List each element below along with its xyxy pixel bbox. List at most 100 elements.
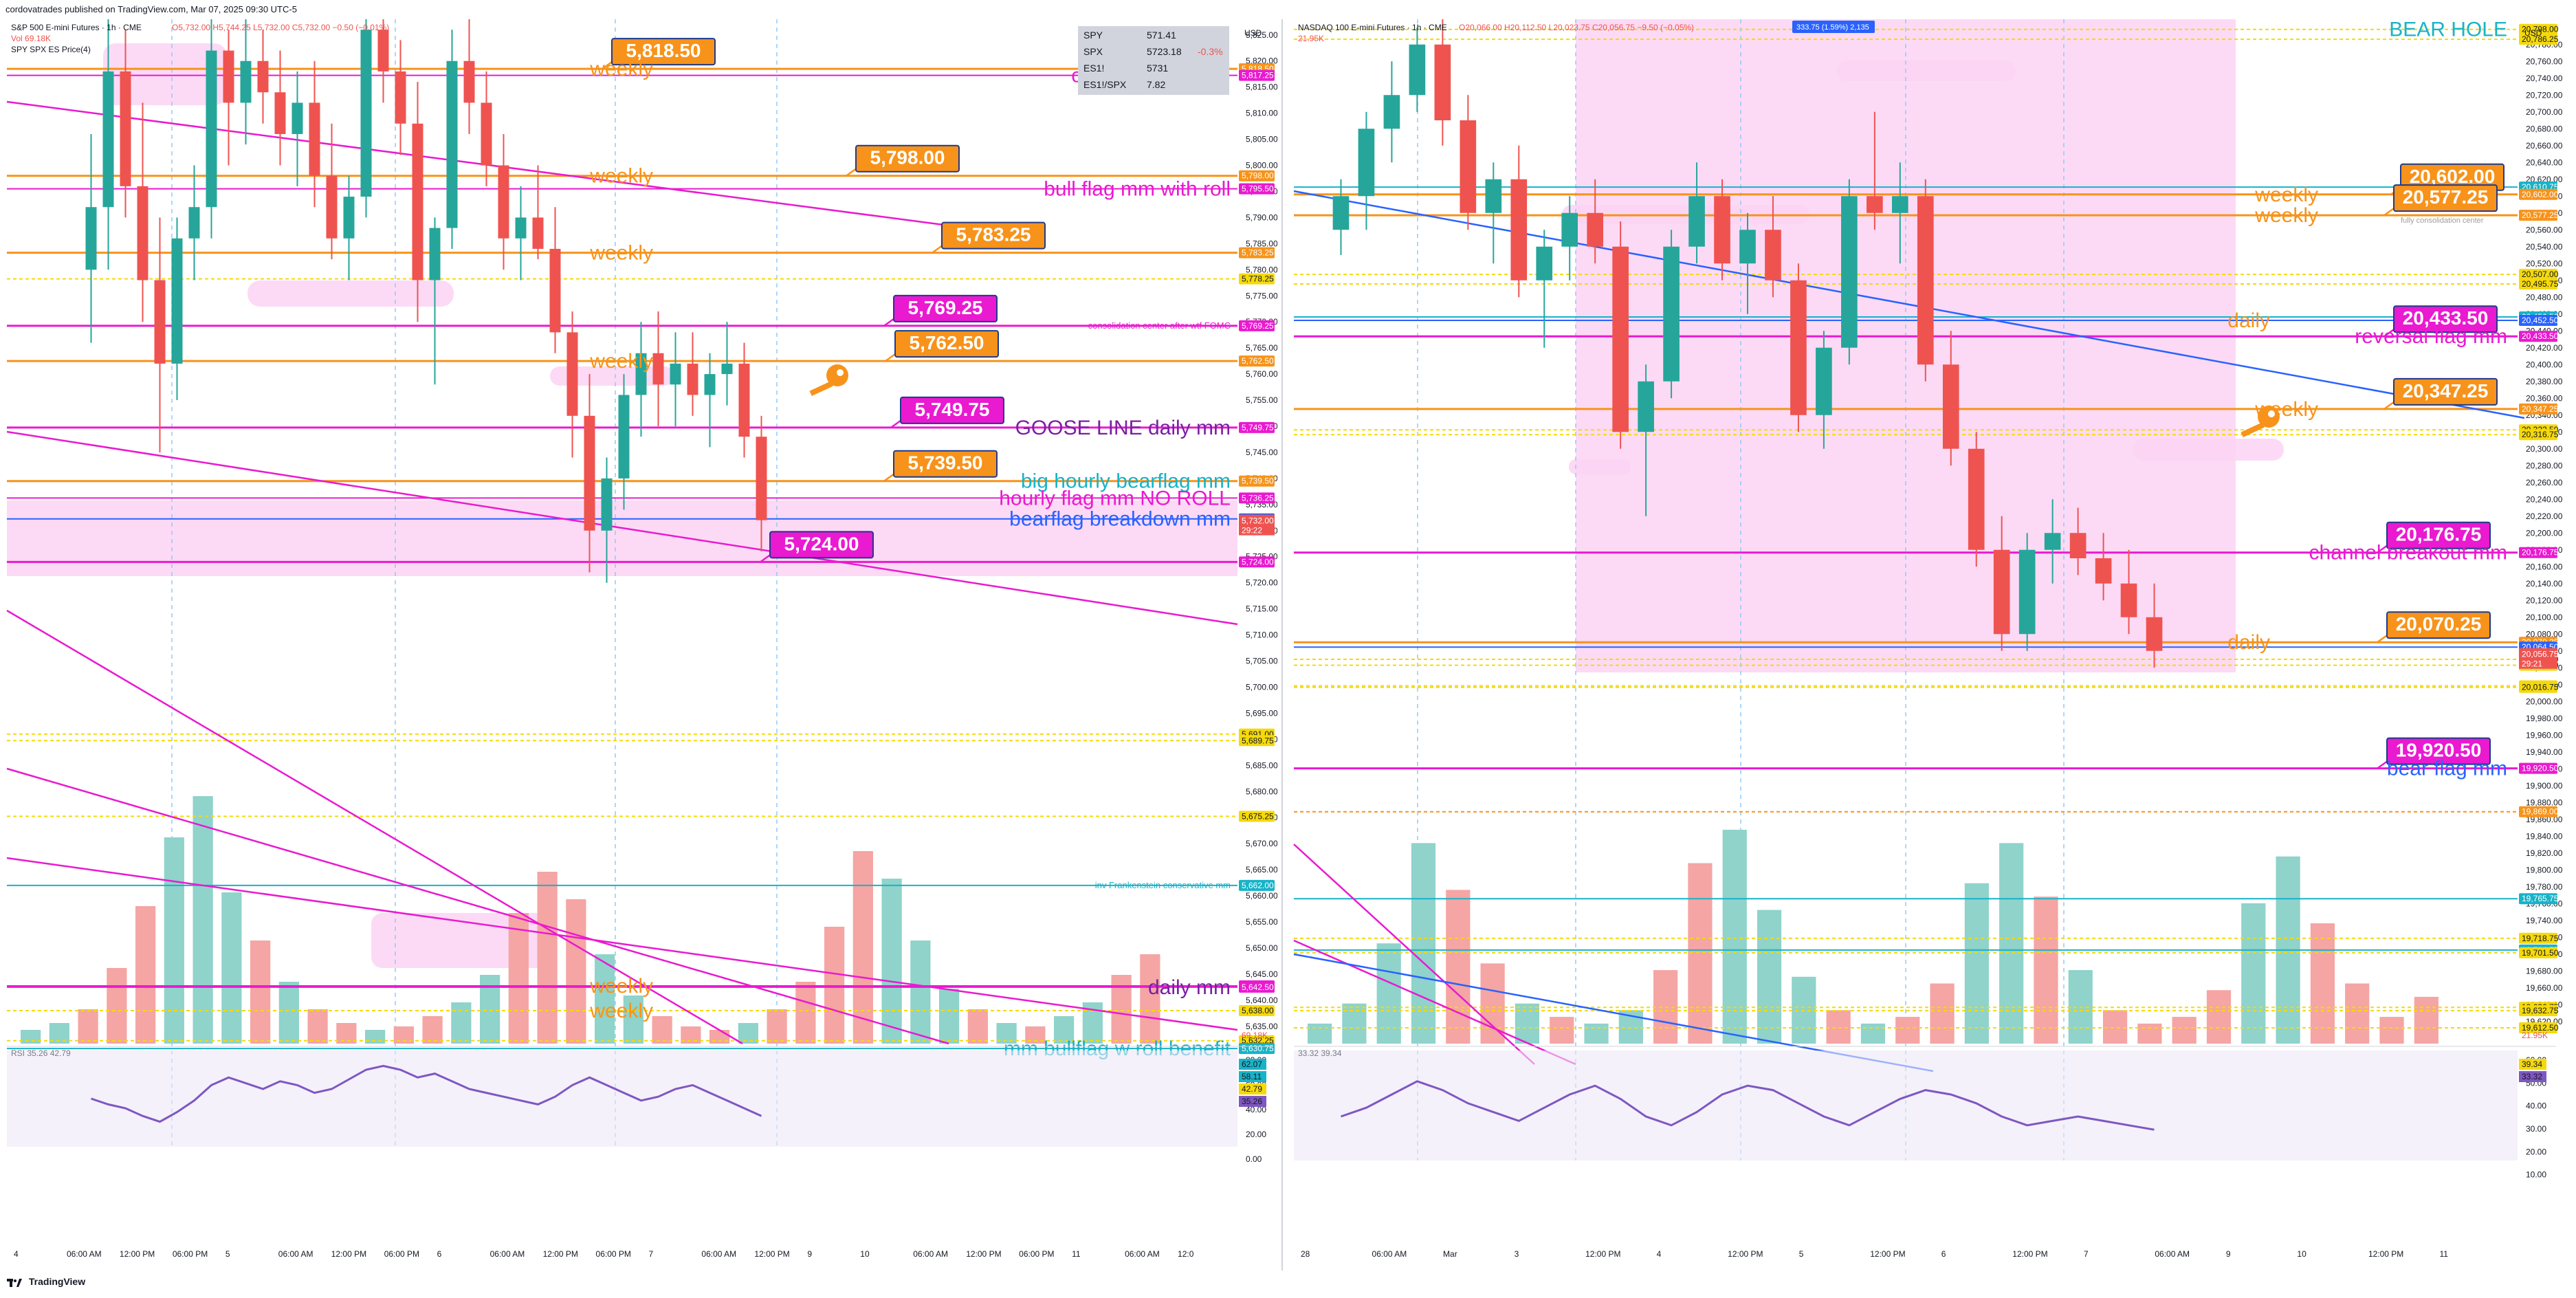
x-tick-label: 4 — [14, 1249, 19, 1259]
x-tick-label: 12:00 PM — [966, 1249, 1001, 1259]
nasdaq-chart-panel[interactable]: 20,780.0020,760.0020,740.0020,720.0020,7… — [1287, 19, 2576, 1270]
axis-price-tag — [1239, 273, 1275, 285]
y-tick-label: 20,200.00 — [2526, 528, 2563, 538]
candle-body — [2095, 558, 2112, 584]
candle-body — [463, 60, 475, 103]
current-price-label: 20,056.75 — [2522, 650, 2559, 659]
volume-bar — [1446, 890, 1471, 1044]
y-tick-label: 20,240.00 — [2526, 494, 2563, 504]
axis-price-tag-label: 20,786.25 — [2522, 34, 2559, 44]
rsi-tick-label: 20.00 — [1246, 1130, 1266, 1139]
volume-bar — [1308, 1023, 1332, 1044]
x-tick-label: 12:00 PM — [2012, 1249, 2047, 1259]
axis-price-tag-label: 20,495.75 — [2522, 279, 2559, 289]
candle-body — [309, 102, 320, 176]
sp500-chart-panel[interactable]: 5,825.00 5,820.00 5,815.00 5,810.00 5,805.00… — [0, 8, 1278, 1270]
volume-bar — [767, 1009, 787, 1044]
candle-body — [1688, 196, 1705, 247]
axis-price-tag — [2519, 278, 2557, 289]
sp500-chart-svg[interactable]: 5,825.005,820.005,815.005,810.005,805.00… — [0, 8, 1278, 1270]
volume-bar — [508, 913, 529, 1044]
y-tick-label: 5,635.00 — [1246, 1022, 1277, 1031]
x-tick-label: 4 — [1657, 1249, 1662, 1259]
x-tick-label: 06:00 AM — [490, 1249, 525, 1259]
volume-bar — [2345, 983, 2370, 1044]
volume-bar — [1140, 954, 1160, 1044]
level-annotation: weekly — [589, 58, 653, 80]
x-tick-label: 7 — [2084, 1249, 2089, 1259]
y-tick-label: 5,700.00 — [1246, 682, 1277, 692]
nasdaq-chart-svg[interactable]: 20,780.0020,760.0020,740.0020,720.0020,7… — [1287, 19, 2576, 1270]
candle-body — [1790, 280, 1807, 415]
axis-price-tag — [1239, 981, 1275, 993]
axis-price-tag-label: 19,632.75 — [2522, 1006, 2559, 1015]
y-tick-label: 5,670.00 — [1246, 839, 1277, 848]
rsi-tick-label: 0.00 — [1246, 1154, 1262, 1164]
candle-body — [635, 353, 647, 395]
volume-bar — [1584, 1023, 1609, 1044]
axis-price-tag — [2519, 210, 2557, 221]
axis-price-tag — [1239, 1005, 1275, 1017]
axis-price-tag-label: 5,630.75 — [1242, 1044, 1274, 1053]
measure-tooltip: 333.75 (1.59%) 2,135 — [1792, 21, 1875, 33]
price-badge — [941, 221, 1046, 250]
candle-body — [738, 363, 750, 437]
candle-body — [2120, 583, 2137, 617]
y-tick-label: 19,940.00 — [2526, 747, 2563, 757]
highlight-zone — [1569, 459, 1631, 474]
badge-pointer — [760, 554, 771, 563]
level-annotation: daily mm — [1148, 976, 1231, 999]
axis-price-tag — [2519, 681, 2557, 693]
x-tick-label: 9 — [807, 1249, 812, 1259]
badge-pointer — [2384, 329, 2395, 338]
y-tick-label: 5,695.00 — [1246, 708, 1277, 718]
candle-body — [1739, 230, 1756, 264]
x-tick-label: 12:00 PM — [754, 1249, 789, 1259]
volume-bar — [1054, 1016, 1075, 1044]
y-tick-label: 20,720.00 — [2526, 90, 2563, 100]
level-annotation: big hourly bearflag mm — [1021, 470, 1231, 493]
x-tick-label: 12:00 PM — [331, 1249, 366, 1259]
volume-bar — [2310, 923, 2335, 1044]
volume-bar — [537, 872, 558, 1044]
axis-price-tag-label: 5,739.50 — [1242, 476, 1274, 486]
price-badge — [893, 294, 998, 322]
price-table-bg — [1078, 26, 1229, 95]
rsi-marker-label: 62.07 — [1242, 1059, 1262, 1069]
axis-price-tag-label: 5,662.00 — [1242, 881, 1274, 890]
trend-line — [6, 430, 1238, 626]
volume-bar — [135, 906, 156, 1044]
badge-pointer — [602, 61, 613, 70]
y-tick-label: 5,720.00 — [1246, 578, 1277, 588]
axis-price-tag — [2519, 806, 2557, 817]
y-tick-label: 20,000.00 — [2526, 696, 2563, 706]
price-badge — [894, 330, 999, 358]
highlight-zone — [7, 500, 1237, 576]
axis-price-tag-label: 5,783.25 — [1242, 248, 1274, 258]
volume-bar — [78, 1009, 98, 1044]
highlight-zone — [1837, 60, 2016, 81]
x-tick-label: Mar — [1443, 1249, 1457, 1259]
panel-separator[interactable] — [1281, 19, 1283, 1270]
rsi-legend: 33.32 39.34 — [1298, 1048, 1342, 1058]
legend-ohlc: O20,066.00 H20,112.50 L20,023.75 C20,056… — [1459, 23, 1694, 32]
y-tick-label: 20,160.00 — [2526, 562, 2563, 571]
level-annotation: consolidation center after wtf FOMC — [1088, 320, 1231, 331]
y-tick-label: 5,660.00 — [1246, 891, 1277, 901]
candle-body — [412, 123, 423, 280]
axis-price-tag-label: 5,798.00 — [1242, 171, 1274, 181]
x-tick-label: 12:00 PM — [1728, 1249, 1763, 1259]
rsi-band — [7, 1050, 1237, 1147]
axis-price-tag-label: 19,612.50 — [2522, 1023, 2559, 1033]
axis-price-tag — [2519, 429, 2557, 441]
rsi-tick-label: 10.00 — [2526, 1170, 2546, 1180]
level-annotation: channel breakout mm — [2309, 542, 2508, 564]
price-badge-label: 20,347.25 — [2403, 380, 2489, 402]
y-tick-label: 5,680.00 — [1246, 786, 1277, 796]
price-badge-label: 5,739.50 — [908, 452, 983, 474]
volume-bar — [1515, 1003, 1540, 1044]
rsi-marker-tag — [1239, 1071, 1266, 1082]
candle-body — [532, 217, 544, 249]
level-annotation: weekly — [589, 975, 653, 998]
axis-price-tag-label: 19,701.50 — [2522, 948, 2559, 958]
